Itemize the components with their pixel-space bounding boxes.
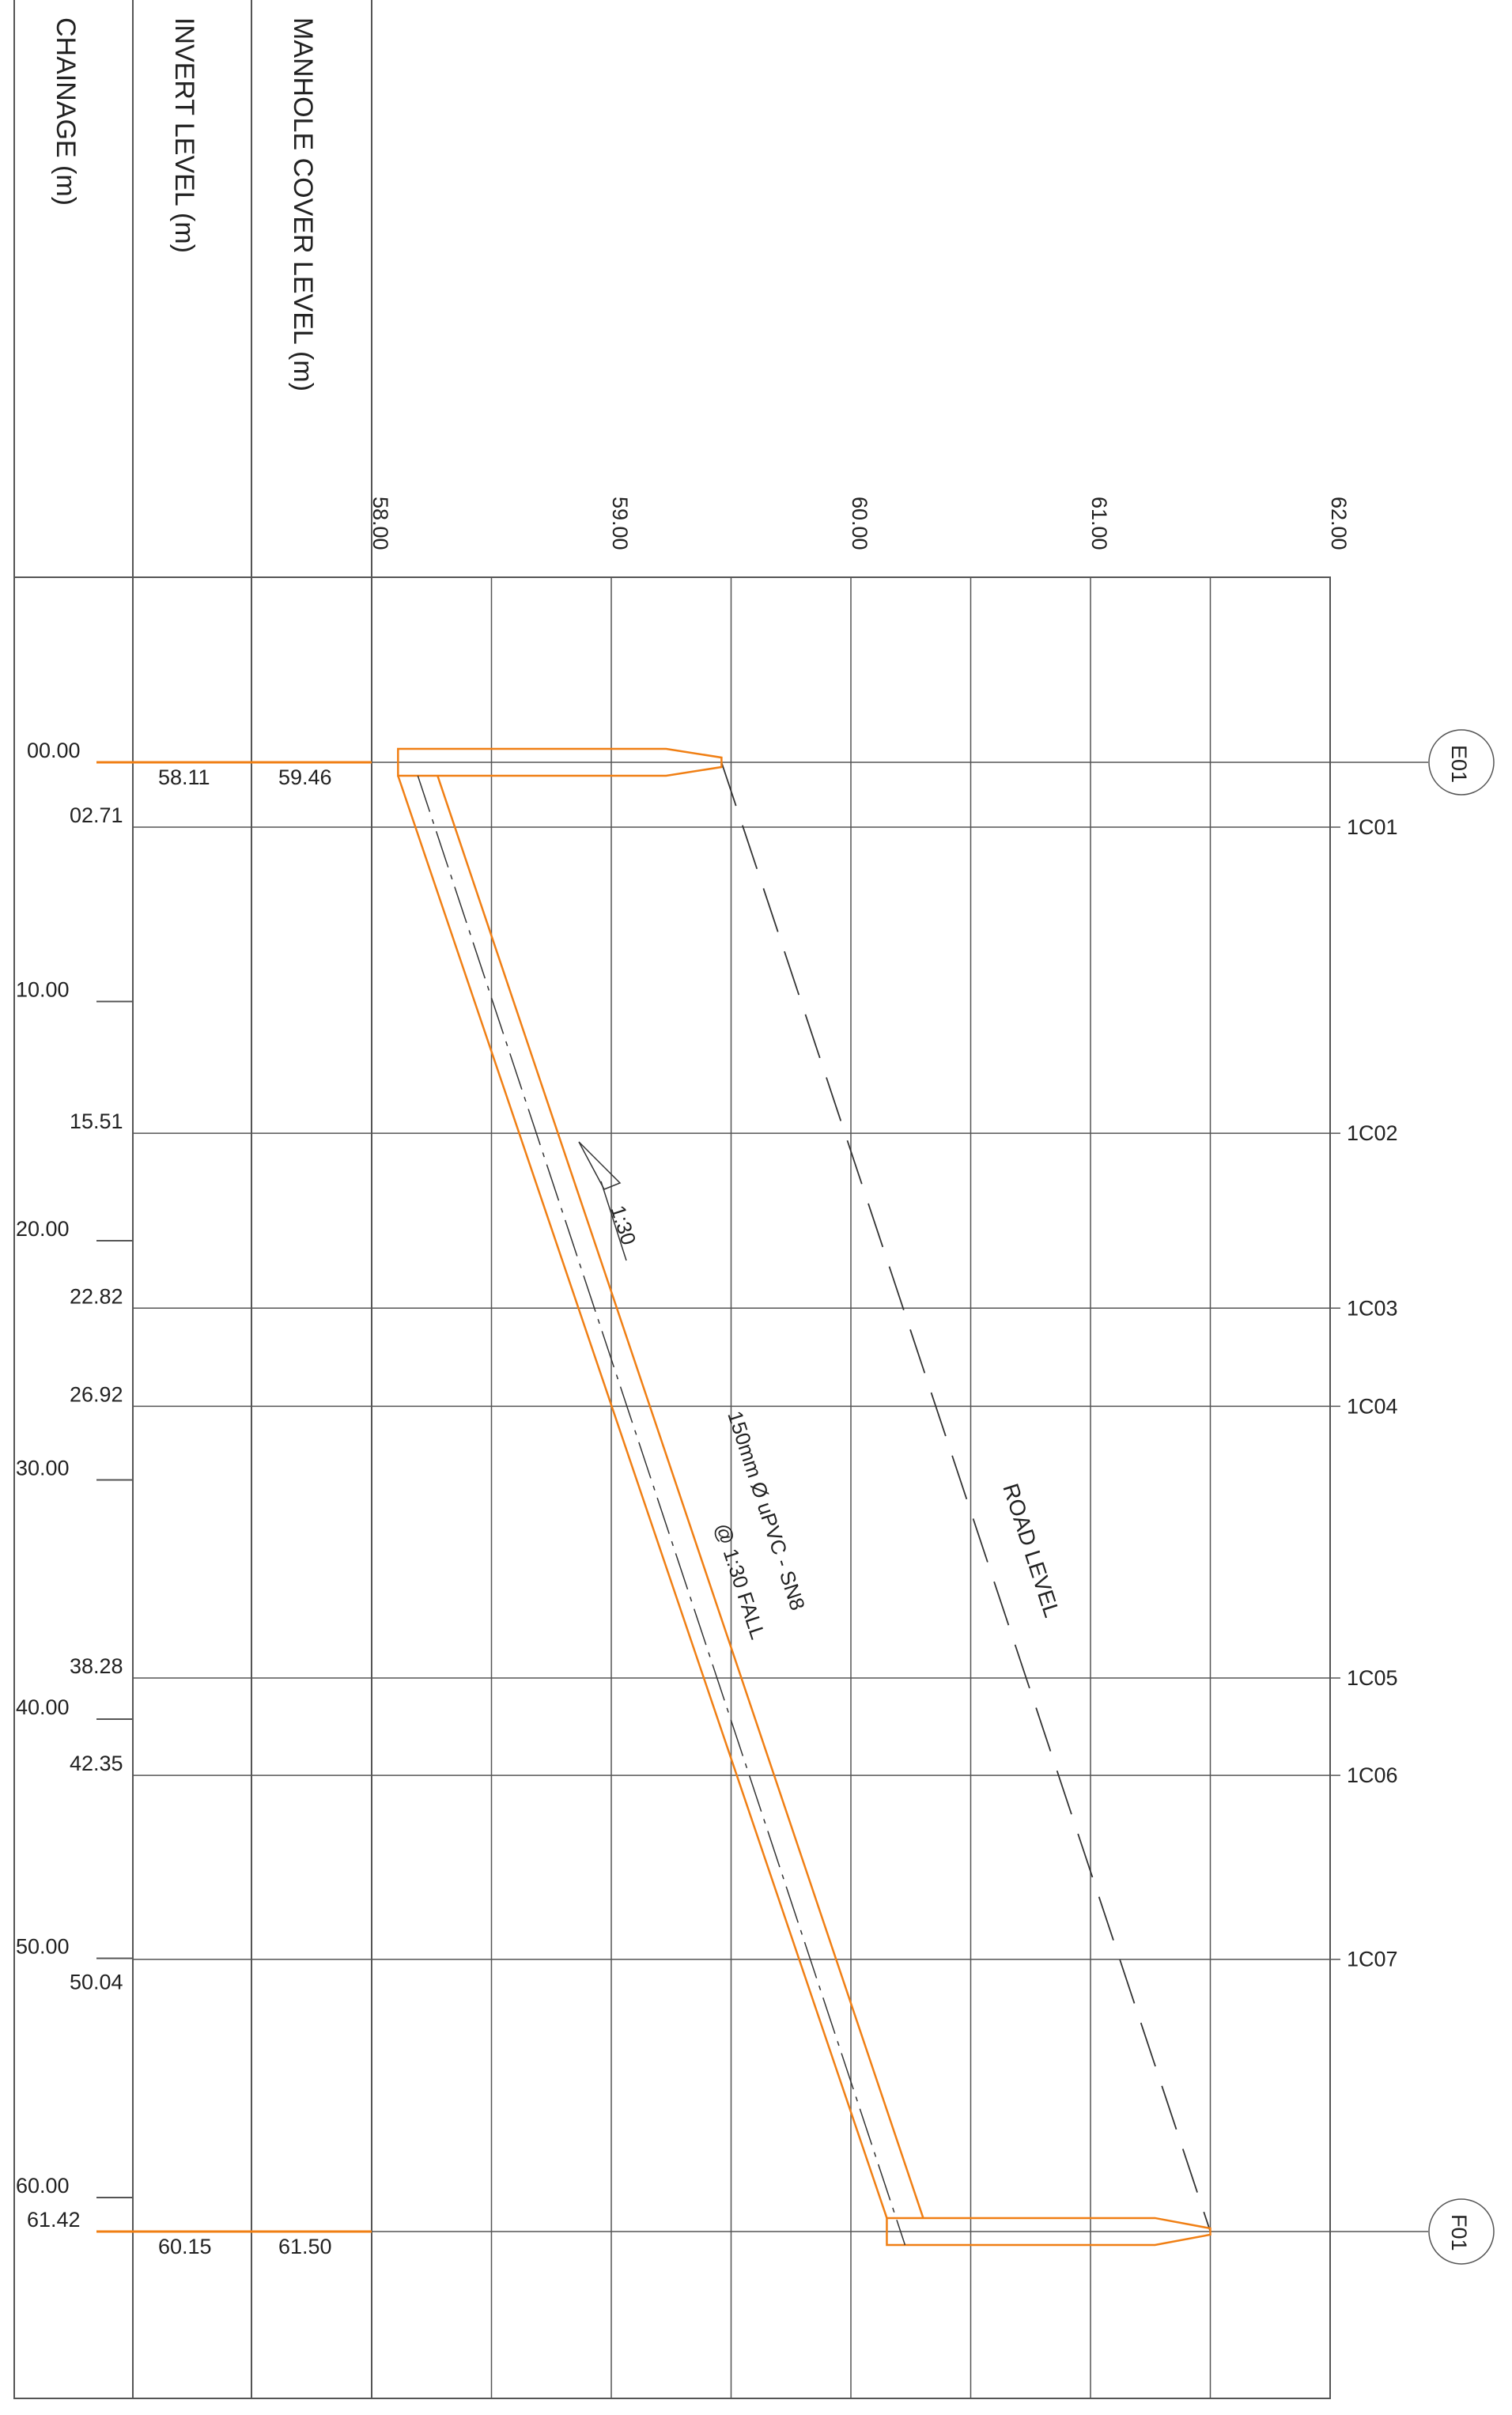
grid (13, 0, 1340, 2399)
connections: 02.71 1C01 15.51 1C02 22.82 1C03 26.92 1C04 38.2… (70, 803, 1398, 1994)
connection-chainage-label: 22.82 (70, 1284, 123, 1308)
level-scale-label: 58.00 (369, 497, 392, 550)
connection-chainage-label: 50.04 (70, 1971, 123, 1994)
invert-level-value: 60.15 (158, 2235, 212, 2258)
chainage-tick-label: 30.00 (16, 1457, 70, 1480)
connection-chainage-label: 38.28 (70, 1654, 123, 1678)
invert-level-value: 58.11 (158, 765, 210, 789)
level-scale-label: 61.00 (1087, 497, 1111, 550)
connection-id-label: 1C04 (1347, 1394, 1398, 1418)
chainage-header: CHAINAGE (m) (51, 17, 81, 206)
connection-chainage-label: 26.92 (70, 1382, 123, 1406)
gradient-triangle (578, 1141, 622, 1190)
manhole-cover-level-header: MANHOLE COVER LEVEL (m) (288, 17, 318, 391)
manhole-chamber-f01 (886, 2217, 1211, 2247)
manholes: E01 00.00 58.11 59.46 F01 61.42 60.15 61.50 (27, 729, 1495, 2265)
connection-chainage-label: 15.51 (70, 1109, 123, 1133)
connection-id-label: 1C07 (1347, 1948, 1398, 1971)
gradient-marker: 1:30 (578, 1141, 641, 1261)
connection-id-label: 1C01 (1347, 815, 1398, 839)
connection-id-label: 1C02 (1347, 1121, 1398, 1145)
gradient-leader (600, 1181, 627, 1261)
connection-id-label: 1C03 (1347, 1296, 1398, 1320)
level-scale-label: 60.00 (848, 497, 871, 550)
manhole-id-label: E01 (1447, 745, 1471, 783)
manhole-id-bubble (1428, 729, 1495, 796)
invert-level-header: INVERT LEVEL (m) (169, 17, 199, 253)
pipe-profile (397, 747, 1211, 2247)
road-level-line (720, 762, 1211, 2232)
header-band: CHAINAGE (m) INVERT LEVEL (m) MANHOLE CO… (51, 17, 318, 391)
chainage-tick-label: 10.00 (16, 978, 70, 1002)
chainage-axis: 10.00 20.00 30.00 40.00 50.00 60.00 (16, 978, 133, 2198)
chainage-tick-label: 40.00 (16, 1695, 70, 1719)
cover-level-value: 59.46 (278, 765, 332, 789)
manhole-id-label: F01 (1447, 2214, 1471, 2251)
pipe-label-line2: @ 1:30 FALL (710, 1521, 770, 1642)
chainage-tick-label: 60.00 (16, 2174, 70, 2198)
section-frame (13, 576, 1331, 2399)
connection-chainage-label: 02.71 (70, 803, 123, 827)
connection-chainage-label: 42.35 (70, 1752, 123, 1775)
road-level-label: ROAD LEVEL (998, 1480, 1064, 1620)
chainage-tick-label: 20.00 (16, 1217, 70, 1241)
pipe-soffit-wall (437, 775, 924, 2219)
manhole-id-bubble (1428, 2198, 1495, 2265)
pipe-label: 150mm Ø uPVC - SN8 @ 1:30 FALL (710, 1408, 810, 1642)
cover-level-value: 61.50 (278, 2235, 332, 2258)
road-level-dashed-line (720, 762, 1211, 2232)
manhole-chainage-label: 61.42 (27, 2208, 81, 2232)
level-scale-label: 59.00 (608, 497, 632, 550)
pipe-invert-wall (397, 775, 888, 2219)
manhole-chainage-label: 00.00 (27, 739, 81, 762)
connection-id-label: 1C06 (1347, 1763, 1398, 1787)
chainage-tick-label: 50.00 (16, 1935, 70, 1959)
level-scale: 58.00 59.00 60.00 61.00 62.00 (369, 497, 1351, 550)
level-scale-label: 62.00 (1327, 497, 1351, 550)
connection-id-label: 1C05 (1347, 1666, 1398, 1690)
pipe-centreline (417, 775, 906, 2246)
